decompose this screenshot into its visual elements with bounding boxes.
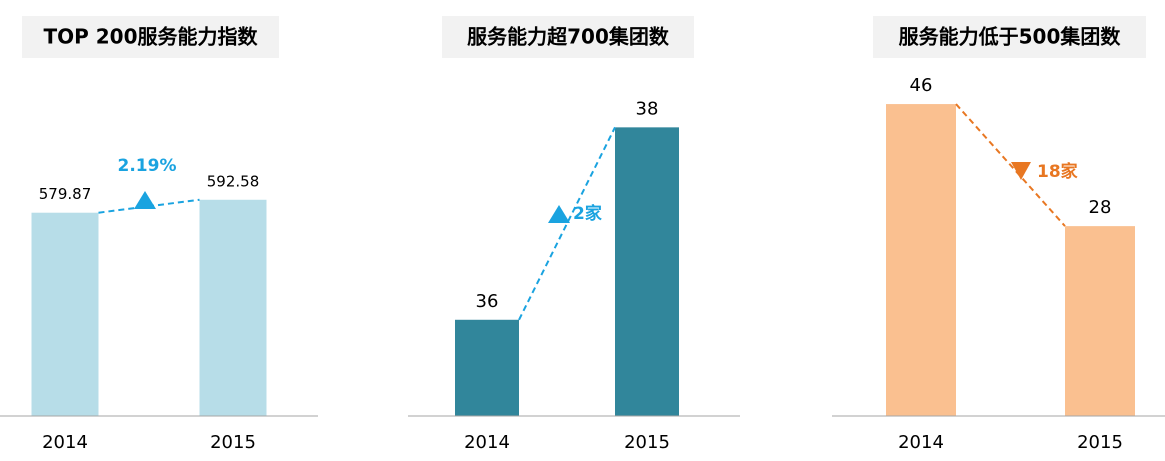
x-tick-label: 2014 <box>42 432 88 453</box>
bar <box>31 212 99 416</box>
title-background <box>22 16 279 58</box>
change-annotation: 18家 <box>1037 161 1078 182</box>
bar <box>615 127 679 416</box>
up-triangle <box>134 191 156 209</box>
bar <box>1065 226 1135 416</box>
change-annotation: 2.19% <box>118 156 177 176</box>
trend-line <box>955 103 1066 227</box>
value-label: 38 <box>636 98 659 119</box>
down-triangle <box>1011 162 1031 180</box>
value-label: 36 <box>476 291 499 312</box>
value-label: 46 <box>910 75 933 96</box>
x-tick-label: 2015 <box>210 432 256 453</box>
change-annotation: 2家 <box>573 203 602 224</box>
up-triangle <box>548 205 570 223</box>
bar <box>199 199 267 416</box>
title-background <box>442 16 694 58</box>
title-background <box>873 16 1146 58</box>
x-tick-label: 2014 <box>898 432 944 453</box>
bar <box>455 319 519 416</box>
value-label: 579.87 <box>39 185 92 203</box>
x-tick-label: 2015 <box>624 432 670 453</box>
bar <box>886 104 956 417</box>
value-label: 592.58 <box>207 172 260 190</box>
chart-title: TOP 200服务能力指数 <box>43 25 258 49</box>
value-label: 28 <box>1089 197 1112 218</box>
chart-title: 服务能力低于500集团数 <box>899 25 1122 49</box>
chart-title: 服务能力超700集团数 <box>467 25 670 49</box>
x-tick-label: 2015 <box>1077 432 1123 453</box>
x-tick-label: 2014 <box>464 432 510 453</box>
trend-line <box>518 126 616 321</box>
